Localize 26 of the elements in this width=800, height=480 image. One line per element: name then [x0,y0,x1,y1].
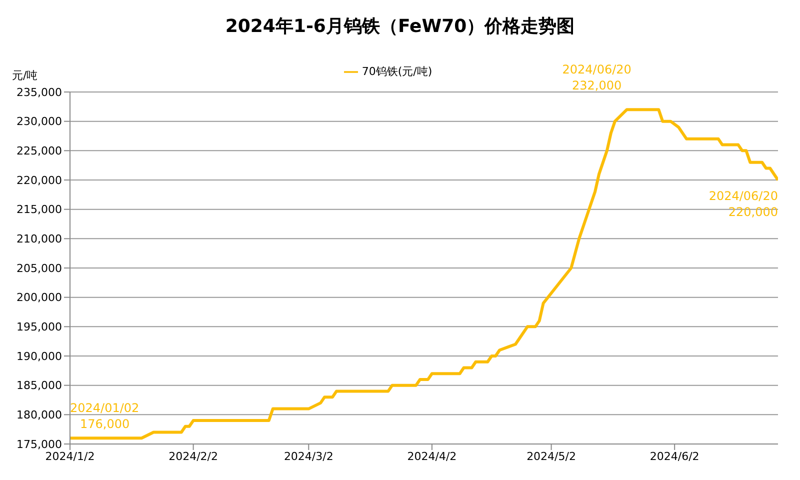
y-tick-label: 220,000 [16,174,62,187]
annotation: 2024/06/20 232,000 [562,62,632,93]
y-tick-label: 185,000 [16,379,62,392]
y-axis-title: 元/吨 [12,68,38,83]
y-tick-label: 200,000 [16,291,62,304]
x-tick-label: 2024/3/2 [284,450,334,463]
y-tick-label: 175,000 [16,438,62,451]
y-tick-label: 190,000 [16,350,62,363]
y-tick-label: 205,000 [16,262,62,275]
y-tick-label: 235,000 [16,86,62,99]
y-tick-label: 215,000 [16,203,62,216]
x-tick-label: 2024/1/2 [45,450,95,463]
y-tick-label: 195,000 [16,320,62,334]
annotation: 2024/06/20 220,000 [708,189,778,219]
x-tick-label: 2024/5/2 [526,450,576,463]
y-tick-label: 225,000 [16,144,62,158]
x-tick-label: 2024/6/2 [650,450,700,463]
y-tick-label: 230,000 [16,115,62,128]
line-series [70,108,778,440]
y-tick-label: 180,000 [16,408,62,422]
legend-label: 70钨铁(元/吨) [362,65,432,78]
chart-title: 2024年1-6月钨铁（FeW70）价格走势图 [224,15,576,39]
x-tick-label: 2024/2/2 [168,450,218,463]
y-tick-label: 210,000 [16,232,62,246]
annotation: 2024/01/02 176,000 [70,401,140,432]
x-tick-label: 2024/4/2 [407,450,457,463]
